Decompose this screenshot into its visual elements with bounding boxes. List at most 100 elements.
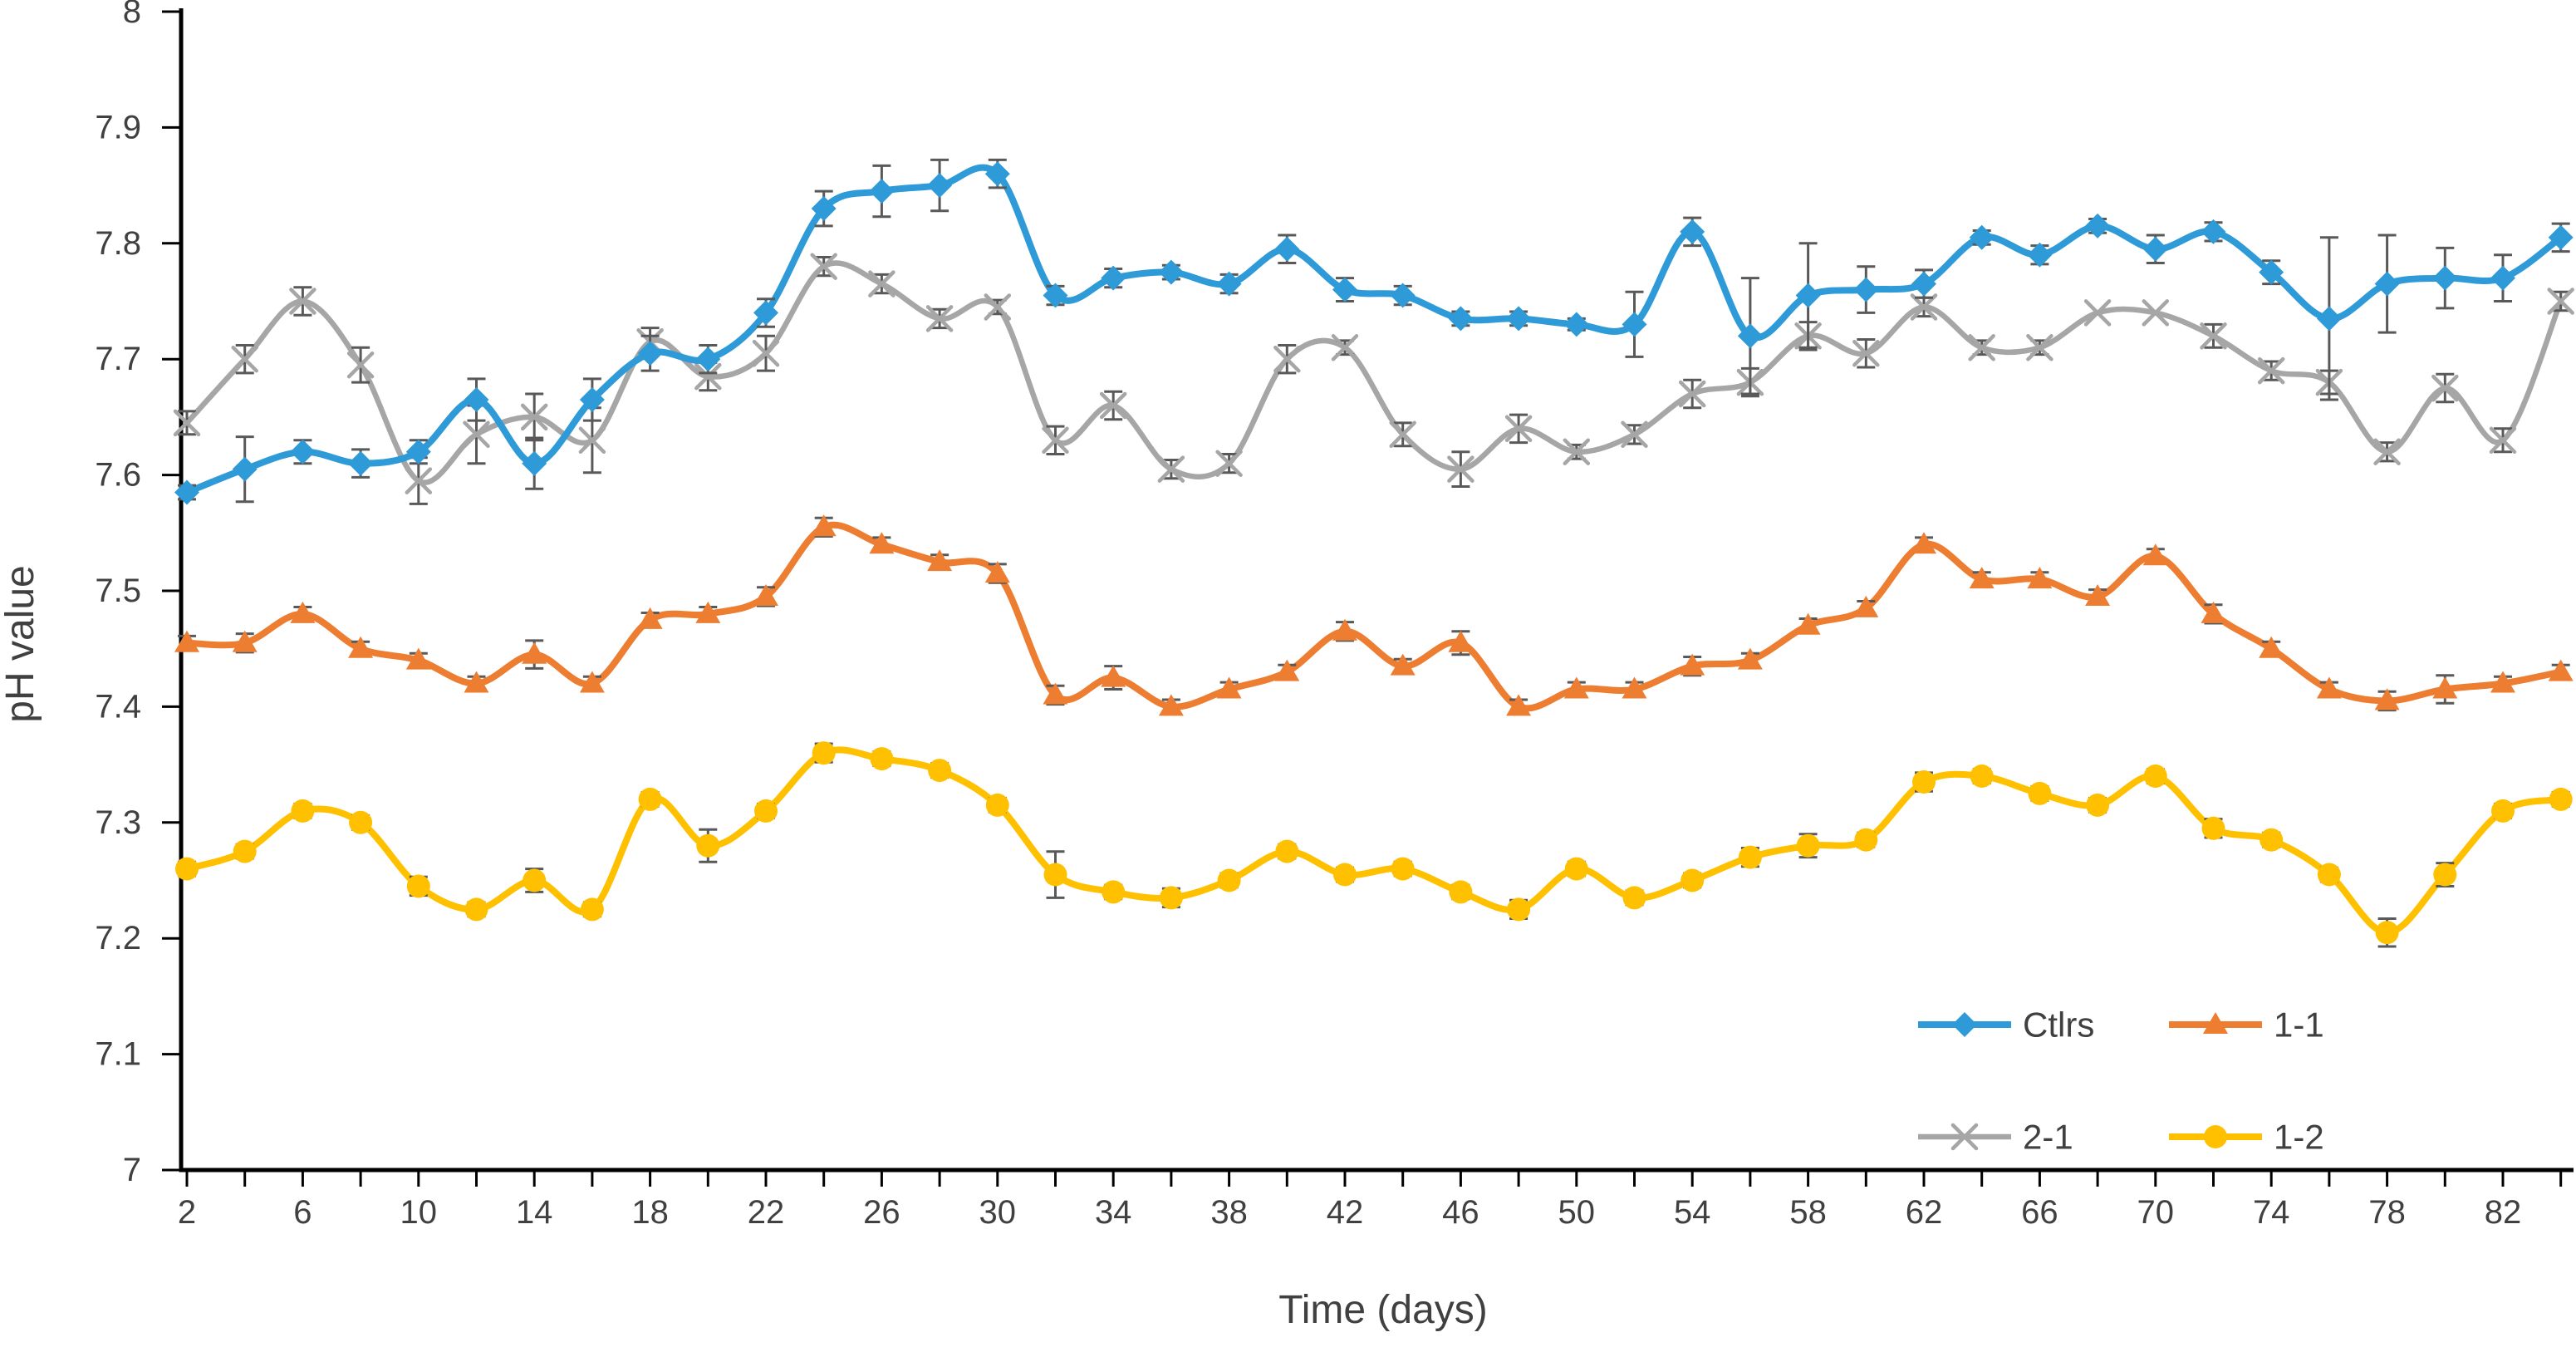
marker-diamond xyxy=(2548,224,2574,250)
marker-diamond-legend xyxy=(1952,1012,1977,1037)
marker-x xyxy=(1099,391,1127,420)
marker-diamond xyxy=(1969,224,1995,250)
marker-x xyxy=(2083,299,2112,327)
y-tick-labels: 8 7.9 7.8 7.7 7.6 7.5 7.4 7.3 7.2 7.1 7 xyxy=(95,0,141,1188)
marker-diamond xyxy=(695,347,721,372)
x-tick-label: 38 xyxy=(1210,1194,1248,1231)
marker-diamond xyxy=(2316,306,2342,332)
marker-x-legend xyxy=(1950,1123,1979,1151)
marker-circle xyxy=(2375,921,2399,945)
marker-diamond xyxy=(1332,277,1357,302)
marker-x xyxy=(1910,293,1938,321)
y-tick-label: 8 xyxy=(123,0,141,30)
marker-circle xyxy=(580,897,604,922)
marker-circle xyxy=(2201,816,2225,840)
marker-circle xyxy=(2260,828,2284,852)
marker-triangle xyxy=(2374,688,2400,710)
marker-diamond xyxy=(579,387,605,412)
marker-circle xyxy=(1275,839,1299,863)
x-tick-label: 34 xyxy=(1095,1194,1132,1231)
marker-triangle xyxy=(232,630,258,652)
marker-circle xyxy=(1449,880,1473,904)
x-tick-label: 46 xyxy=(1442,1194,1479,1231)
marker-triangle xyxy=(348,636,374,658)
marker-diamond xyxy=(1853,277,1879,302)
marker-x xyxy=(2200,322,2227,350)
legend-entry-1-1: 1-1 xyxy=(2169,1005,2324,1045)
legend-entry-2-1: 2-1 xyxy=(1918,1118,2073,1157)
marker-circle xyxy=(2028,781,2052,805)
marker-triangle xyxy=(2142,543,2168,566)
marker-diamond xyxy=(2259,259,2284,285)
marker-x xyxy=(2026,334,2053,361)
marker-triangle xyxy=(1853,595,1879,617)
marker-triangle xyxy=(290,601,316,623)
marker-triangle xyxy=(1101,665,1126,687)
x-tick-label: 10 xyxy=(400,1194,438,1231)
marker-triangle xyxy=(2490,671,2515,693)
axes xyxy=(162,8,2574,1187)
marker-circle xyxy=(2143,764,2167,788)
marker-circle xyxy=(349,810,373,834)
marker-x xyxy=(1447,455,1474,483)
marker-circle xyxy=(1102,880,1126,904)
x-tick-label: 2 xyxy=(178,1194,196,1231)
marker-x xyxy=(694,362,722,391)
x-tick-label: 78 xyxy=(2368,1194,2406,1231)
marker-diamond xyxy=(522,450,547,476)
marker-x xyxy=(1273,345,1301,373)
series-1-1 xyxy=(174,514,2574,716)
marker-diamond xyxy=(1101,265,1126,291)
marker-circle xyxy=(1796,833,1820,858)
y-tick-label: 7.1 xyxy=(95,1036,141,1073)
marker-triangle xyxy=(1969,567,1995,589)
marker-circle xyxy=(1391,857,1415,881)
marker-triangle xyxy=(2432,676,2458,699)
markers-Ctlrs xyxy=(174,161,2574,505)
marker-diamond xyxy=(2201,219,2226,244)
marker-triangle xyxy=(1622,676,1647,699)
marker-triangle xyxy=(1043,682,1068,705)
marker-diamond xyxy=(1158,259,1184,285)
marker-diamond xyxy=(2085,213,2111,238)
marker-circle xyxy=(812,741,836,765)
marker-diamond xyxy=(232,456,258,482)
marker-triangle xyxy=(579,671,605,693)
marker-circle xyxy=(1217,868,1241,892)
marker-circle xyxy=(928,759,952,783)
marker-triangle xyxy=(637,607,663,629)
marker-diamond xyxy=(1216,271,1242,297)
marker-triangle xyxy=(1216,676,1242,699)
marker-triangle xyxy=(1563,676,1589,699)
marker-diamond xyxy=(348,450,374,476)
x-tick-label: 74 xyxy=(2253,1194,2290,1231)
x-tick-label: 6 xyxy=(293,1194,312,1231)
x-tick-label: 26 xyxy=(863,1194,900,1231)
marker-diamond xyxy=(1506,306,1532,332)
marker-x xyxy=(1968,334,1995,361)
marker-circle xyxy=(233,839,257,863)
marker-circle xyxy=(1970,764,1994,788)
marker-x xyxy=(463,420,490,449)
markers-2-1 xyxy=(173,253,2574,494)
marker-circle xyxy=(1507,897,1531,922)
marker-x xyxy=(1157,455,1185,483)
marker-diamond xyxy=(1737,323,1763,349)
marker-circle xyxy=(1854,828,1878,852)
marker-x xyxy=(925,305,954,332)
x-tick-label: 66 xyxy=(2021,1194,2058,1231)
marker-circle xyxy=(754,799,778,823)
marker-diamond xyxy=(1563,312,1589,337)
marker-triangle xyxy=(2259,636,2284,658)
marker-x xyxy=(231,345,258,373)
y-tick-label: 7.2 xyxy=(95,920,141,956)
x-axis-title: Time (days) xyxy=(1278,1288,1488,1332)
legend: Ctlrs 1-1 2-1 1-2 xyxy=(1918,1005,2324,1157)
marker-x xyxy=(1389,420,1416,449)
marker-triangle xyxy=(984,561,1010,583)
marker-triangle xyxy=(1795,612,1821,635)
marker-diamond xyxy=(405,439,431,465)
marker-circle xyxy=(464,897,488,922)
